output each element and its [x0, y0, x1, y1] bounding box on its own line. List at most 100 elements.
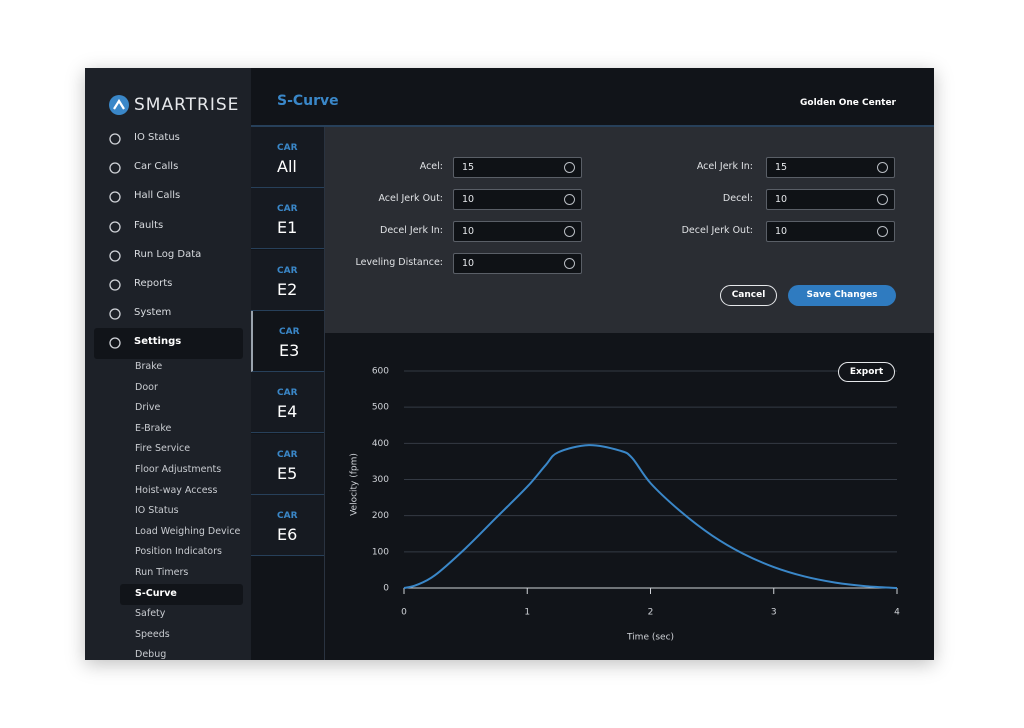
- field-label: Acel Jerk In:: [696, 161, 753, 172]
- nav-icon-shape: [109, 279, 121, 291]
- sub-nav-label: Speeds: [135, 628, 170, 640]
- sub-nav-item[interactable]: Safety: [120, 604, 243, 625]
- field-input[interactable]: 10: [766, 189, 895, 210]
- y-axis-label: Velocity (fpm): [350, 453, 360, 516]
- sub-nav-item[interactable]: E-Brake: [120, 419, 243, 440]
- sub-nav-label: Brake: [135, 361, 163, 372]
- nav-label: Car Calls: [134, 161, 179, 172]
- car-tile[interactable]: CAR E1: [251, 188, 324, 250]
- field-value: 15: [462, 162, 475, 173]
- x-axis-label: Time (sec): [626, 633, 674, 643]
- sub-nav-item[interactable]: Run Timers: [120, 563, 243, 584]
- nav-item[interactable]: Faults: [94, 212, 243, 243]
- logo-circle: [109, 95, 129, 115]
- save-button[interactable]: Save Changes: [788, 285, 896, 306]
- sub-nav-label: S-Curve: [135, 587, 177, 599]
- cancel-button[interactable]: Cancel: [720, 285, 777, 306]
- car-tile[interactable]: CAR E2: [251, 249, 324, 311]
- car-label: CAR: [279, 326, 300, 337]
- car-label: CAR: [277, 449, 298, 460]
- field-value: 10: [462, 258, 475, 269]
- field-value: 10: [775, 194, 788, 205]
- field-label: Decel Jerk Out:: [681, 225, 753, 236]
- x-tick-label: 1: [524, 608, 530, 618]
- x-tick-label: 3: [771, 608, 777, 618]
- car-label: CAR: [277, 265, 298, 276]
- nav-label: Faults: [134, 220, 164, 231]
- nav-item[interactable]: IO Status: [94, 124, 243, 155]
- sub-nav-item[interactable]: Position Indicators: [120, 542, 243, 563]
- info-icon: [564, 162, 575, 173]
- nav-icon-shape: [109, 250, 121, 262]
- sub-nav-item[interactable]: Door: [120, 378, 243, 399]
- car-list: CAR All CAR E1 CAR E2 CAR E3 CAR E4 CAR E5 CAR E6: [251, 127, 325, 660]
- save-label: Save Changes: [806, 290, 878, 300]
- nav-icon: [109, 337, 121, 349]
- y-tick-label: 200: [372, 511, 389, 521]
- info-icon: [564, 258, 575, 269]
- logo-icon: [109, 95, 129, 115]
- field-input[interactable]: 15: [453, 157, 582, 178]
- field-input[interactable]: 10: [453, 221, 582, 242]
- car-label: CAR: [277, 510, 298, 521]
- sub-nav-item[interactable]: IO Status: [120, 501, 243, 522]
- chart: 0 100 200 300 400 500 600 0 1 2 3 4 Time (sec) Veloci…: [350, 367, 901, 643]
- field-value: 10: [462, 194, 475, 205]
- nav-item[interactable]: Car Calls: [94, 153, 243, 184]
- sub-nav-item[interactable]: Floor Adjustments: [120, 460, 243, 481]
- chart-panel: 0 100 200 300 400 500 600 0 1 2 3 4 Time (sec) Veloci…: [325, 333, 934, 660]
- export-button[interactable]: Export: [838, 362, 895, 382]
- brand: SMARTRISE: [134, 95, 240, 115]
- sub-nav-item[interactable]: Brake: [120, 357, 243, 378]
- car-name: E2: [277, 279, 298, 299]
- nav-label: Run Log Data: [134, 249, 202, 260]
- site-name: Golden One Center: [800, 98, 896, 108]
- velocity-line: [403, 444, 898, 589]
- y-tick-label: 400: [372, 439, 389, 449]
- field-input[interactable]: 10: [453, 189, 582, 210]
- sub-nav-label: IO Status: [135, 505, 179, 517]
- sub-nav-item[interactable]: Hoist-way Access: [120, 481, 243, 502]
- sub-nav-label: Floor Adjustments: [135, 464, 222, 475]
- y-tick-label: 600: [372, 367, 389, 377]
- car-tile[interactable]: CAR All: [251, 127, 324, 188]
- car-name: E4: [277, 402, 298, 422]
- info-icon: [564, 194, 575, 205]
- field-label: Leveling Distance:: [355, 257, 443, 268]
- nav-icon: [109, 279, 121, 291]
- car-name: E6: [277, 524, 298, 544]
- nav-icon-shape: [109, 221, 121, 233]
- cancel-label: Cancel: [731, 290, 766, 300]
- car-name: E3: [279, 340, 300, 360]
- field-input[interactable]: 10: [453, 253, 582, 274]
- sub-nav-item[interactable]: Debug: [120, 645, 243, 660]
- sub-nav-label: Door: [135, 381, 158, 393]
- nav-item[interactable]: Settings: [94, 328, 243, 359]
- sub-nav-label: Run Timers: [135, 567, 189, 578]
- sub-nav-item[interactable]: Load Weighing Device: [120, 522, 243, 543]
- field-input[interactable]: 10: [766, 221, 895, 242]
- nav-icon-shape: [109, 133, 121, 145]
- car-tile[interactable]: CAR E5: [251, 433, 324, 495]
- nav-icon: [109, 250, 121, 262]
- x-tick-label: 2: [648, 608, 654, 618]
- car-tile[interactable]: CAR E6: [251, 494, 324, 556]
- car-label: CAR: [277, 143, 298, 153]
- sub-nav-item[interactable]: Speeds: [120, 625, 243, 646]
- sub-nav-item[interactable]: Fire Service: [120, 439, 243, 460]
- car-tile[interactable]: CAR E4: [251, 372, 324, 434]
- sidebar: SMARTRISE IO Status Car Calls Hall Calls Fau…: [85, 68, 251, 660]
- y-tick-label: 100: [372, 547, 389, 557]
- sub-nav-item[interactable]: Drive: [120, 398, 243, 419]
- car-label: CAR: [277, 204, 298, 215]
- field-input[interactable]: 15: [766, 157, 895, 178]
- nav-icon: [109, 308, 121, 320]
- nav-item[interactable]: System: [94, 299, 243, 330]
- nav-item[interactable]: Reports: [94, 270, 243, 301]
- nav-item[interactable]: Hall Calls: [94, 182, 243, 213]
- nav-icon-shape: [109, 162, 121, 174]
- car-tile[interactable]: CAR E3: [251, 310, 324, 372]
- nav-item[interactable]: Run Log Data: [94, 241, 243, 272]
- sub-nav-item[interactable]: S-Curve: [120, 583, 243, 605]
- y-tick-label: 0: [383, 584, 389, 594]
